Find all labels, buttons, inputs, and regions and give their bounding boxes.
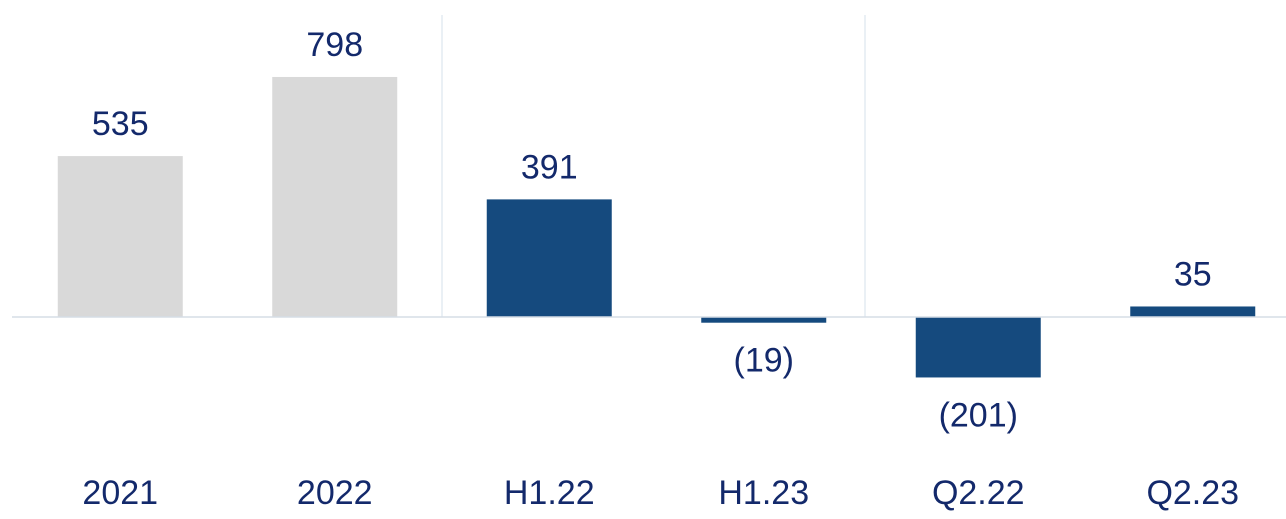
value-label: (19) [734,342,794,380]
x-tick-label: Q2.22 [932,474,1025,512]
x-tick-label: H1.22 [504,474,595,512]
value-label: 391 [521,148,578,186]
x-tick-label: 2022 [297,474,373,512]
value-label: 798 [306,26,363,64]
x-tick-label: 2021 [82,474,158,512]
bar [272,76,398,317]
value-label: 35 [1174,255,1212,293]
bar [57,156,183,317]
bar [486,199,612,317]
bar [915,317,1041,378]
x-tick-label: Q2.23 [1146,474,1239,512]
x-tick-label: H1.23 [718,474,809,512]
value-label: 535 [92,105,149,143]
value-label: (201) [939,396,1018,434]
bar [1130,306,1256,317]
bar [701,317,827,323]
